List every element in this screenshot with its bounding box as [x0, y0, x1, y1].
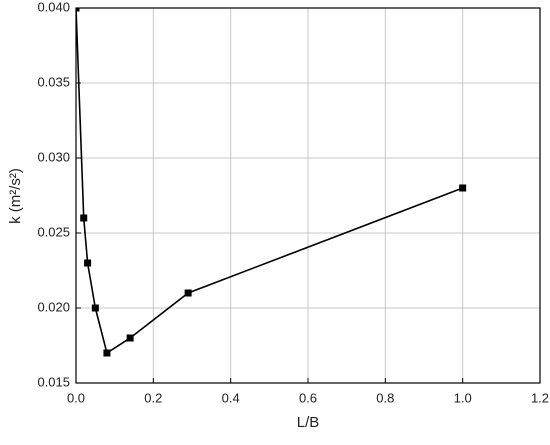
data-point: [459, 184, 467, 192]
data-point: [84, 259, 92, 267]
data-line: [76, 8, 463, 355]
data-point: [80, 214, 88, 222]
data-point: [76, 8, 80, 12]
y-axis-title: k (m²/s²): [7, 168, 24, 224]
data-point: [91, 304, 99, 312]
x-tick-label: 0.4: [222, 390, 240, 405]
x-tick-label: 0.2: [144, 390, 162, 405]
plot-frame: [75, 7, 541, 384]
x-tick-label: 1.2: [531, 390, 549, 405]
x-axis-title: L/B: [297, 414, 320, 431]
plot-area: [76, 8, 467, 357]
x-tick-label: 0.6: [299, 390, 317, 405]
data-point: [126, 334, 134, 342]
data-point: [184, 289, 192, 297]
x-tick-label: 1.0: [454, 390, 472, 405]
x-tick-label: 0.0: [67, 390, 85, 405]
y-tick-label: 0.025: [37, 224, 70, 239]
y-tick-label: 0.020: [37, 299, 70, 314]
y-tick-label: 0.015: [37, 374, 70, 389]
x-tick-label: 0.8: [376, 390, 394, 405]
y-tick-label: 0.030: [37, 149, 70, 164]
y-tick-label: 0.035: [37, 74, 70, 89]
data-point: [103, 349, 111, 357]
y-tick-label: 0.040: [37, 0, 70, 14]
